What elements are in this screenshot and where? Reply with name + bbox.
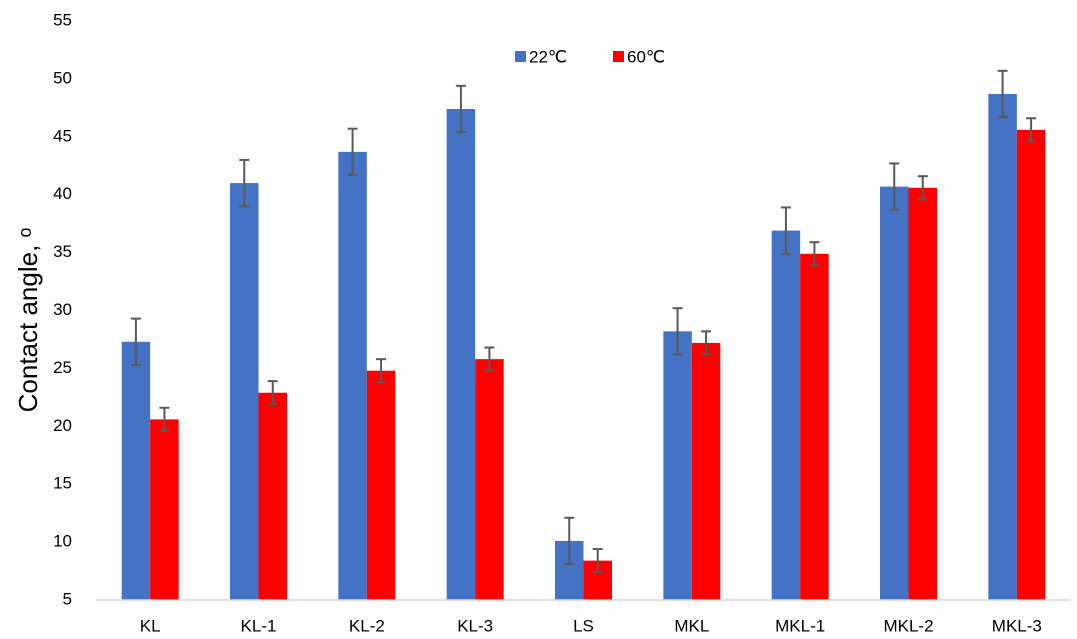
error-bar bbox=[455, 84, 466, 134]
error-bar bbox=[701, 330, 712, 356]
legend-swatch bbox=[613, 51, 624, 62]
legend-label: 60℃ bbox=[627, 47, 665, 66]
error-bar bbox=[267, 380, 278, 406]
y-tick-label: 20 bbox=[53, 416, 72, 435]
y-tick-label: 50 bbox=[53, 68, 72, 87]
bar bbox=[446, 109, 476, 601]
error-bar bbox=[780, 206, 791, 255]
error-bar bbox=[889, 162, 900, 211]
error-bar bbox=[130, 317, 141, 366]
error-bar bbox=[917, 175, 928, 201]
error-bar bbox=[484, 346, 495, 372]
y-tick-label: 10 bbox=[53, 532, 72, 551]
y-tick-label: 45 bbox=[53, 126, 72, 145]
error-bar bbox=[997, 69, 1008, 119]
bar bbox=[908, 187, 937, 600]
bar bbox=[663, 331, 692, 600]
x-tick-label: KL-3 bbox=[457, 616, 493, 635]
error-bar bbox=[564, 516, 575, 566]
x-tick-label: MKL-3 bbox=[992, 616, 1042, 635]
y-tick-label: 30 bbox=[53, 300, 72, 319]
error-bar bbox=[376, 358, 387, 384]
error-bar bbox=[347, 127, 358, 177]
bar bbox=[771, 230, 801, 600]
x-tick-label: KL-1 bbox=[241, 616, 277, 635]
bar bbox=[230, 183, 259, 600]
error-bar bbox=[809, 241, 820, 267]
bar bbox=[366, 370, 396, 600]
y-tick-label: 5 bbox=[63, 589, 72, 608]
error-bar bbox=[159, 406, 170, 432]
bar bbox=[475, 359, 504, 600]
bar bbox=[880, 186, 909, 600]
legend-swatch bbox=[515, 51, 526, 62]
x-tick-label: KL-2 bbox=[349, 616, 385, 635]
y-tick-label: 55 bbox=[53, 10, 72, 29]
x-tick-label: MKL-2 bbox=[883, 616, 933, 635]
y-tick-label: 25 bbox=[53, 358, 72, 377]
x-tick-label: MKL-1 bbox=[775, 616, 825, 635]
bar bbox=[1016, 129, 1046, 601]
bar bbox=[800, 253, 829, 600]
x-tick-label: MKL bbox=[674, 616, 709, 635]
x-tick-label: KL bbox=[140, 616, 161, 635]
bar bbox=[258, 392, 287, 600]
error-bar bbox=[672, 307, 683, 356]
bar bbox=[691, 342, 721, 600]
y-axis-label: Contact angle, ᵒ bbox=[13, 227, 43, 412]
legend-label: 22℃ bbox=[529, 47, 567, 66]
y-tick-label: 35 bbox=[53, 242, 72, 261]
error-bar bbox=[239, 158, 250, 208]
y-tick-label: 15 bbox=[53, 474, 72, 493]
bar bbox=[988, 93, 1017, 600]
bar bbox=[150, 419, 179, 600]
bar bbox=[121, 341, 151, 600]
error-bar bbox=[592, 548, 603, 574]
bar bbox=[338, 151, 367, 600]
x-tick-label: LS bbox=[573, 616, 594, 635]
y-tick-label: 40 bbox=[53, 184, 72, 203]
error-bar bbox=[1026, 117, 1037, 143]
